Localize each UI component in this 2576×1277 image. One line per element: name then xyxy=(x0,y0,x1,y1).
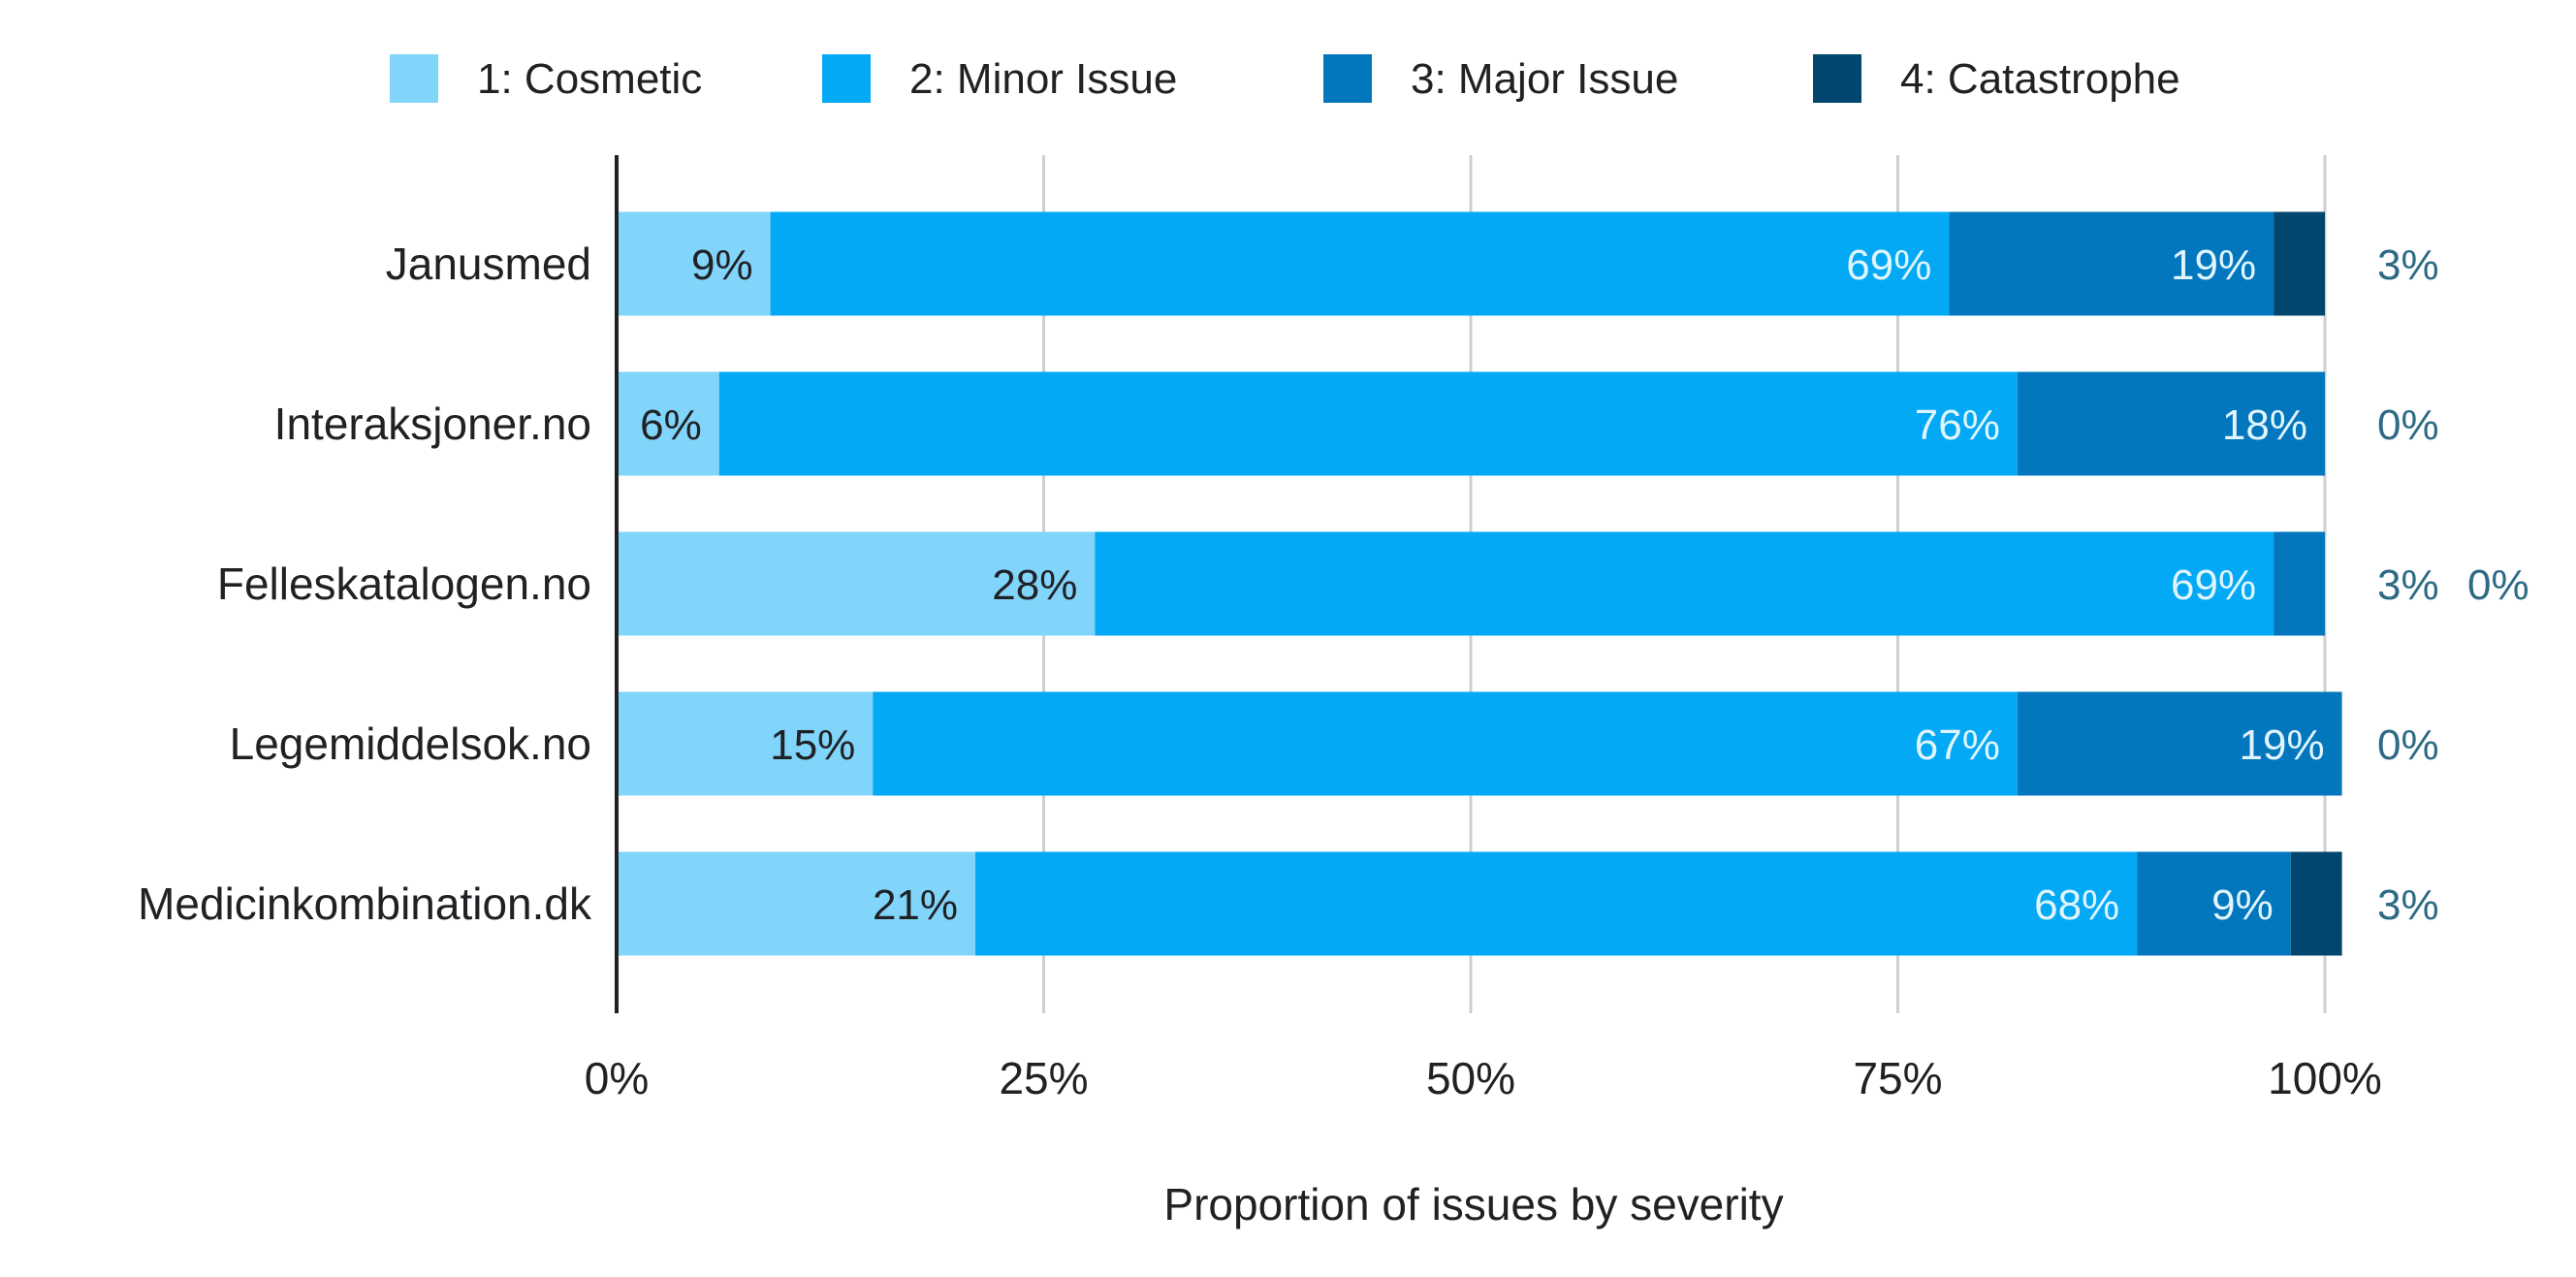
category-label: Interaksjoner.no xyxy=(274,399,591,449)
data-label: 3% xyxy=(2377,881,2439,929)
data-label: 9% xyxy=(691,241,753,289)
data-label: 6% xyxy=(640,401,702,449)
legend-item: 1: Cosmetic xyxy=(390,54,702,103)
data-label: 69% xyxy=(1846,241,1931,289)
bar-row: Legemiddelsok.no 15% 67% 19% 0% xyxy=(230,691,2439,796)
data-label: 28% xyxy=(992,561,1077,609)
x-axis-title: Proportion of issues by severity xyxy=(1163,1179,1783,1229)
bar-segment xyxy=(873,691,2018,796)
data-label: 15% xyxy=(770,721,855,769)
bar-segment xyxy=(1095,531,2274,636)
data-label: 76% xyxy=(1915,401,2000,449)
legend-item: 4: Catastrophe xyxy=(1813,54,2180,103)
data-label: 18% xyxy=(2222,401,2307,449)
x-tick-label: 25% xyxy=(999,1053,1088,1103)
category-label: Felleskatalogen.no xyxy=(217,559,591,609)
bar-row: Interaksjoner.no 6% 76% 18% 0% xyxy=(274,371,2439,476)
bar-segment xyxy=(1949,211,2274,316)
bar-segment xyxy=(617,851,976,956)
bar-segment xyxy=(617,691,874,796)
legend-label: 2: Minor Issue xyxy=(909,55,1177,103)
legend: 1: Cosmetic 2: Minor Issue 3: Major Issue 4… xyxy=(390,54,2180,103)
data-label: 69% xyxy=(2171,561,2256,609)
data-label: 19% xyxy=(2171,241,2256,289)
bar-segment xyxy=(2017,691,2342,796)
legend-item: 2: Minor Issue xyxy=(822,54,1177,103)
category-label: Medicinkombination.dk xyxy=(138,878,592,929)
data-label: 67% xyxy=(1915,721,2000,769)
category-label: Legemiddelsok.no xyxy=(230,718,591,769)
bar-segment xyxy=(975,851,2138,956)
x-tick-label: 75% xyxy=(1853,1053,1942,1103)
bar-row: Janusmed 9% 69% 19% 3% xyxy=(386,211,2439,316)
data-label: 0% xyxy=(2377,401,2439,449)
legend-swatch xyxy=(822,54,871,103)
data-label: 68% xyxy=(2034,881,2119,929)
axis: 0% 25% 50% 75% 100% xyxy=(585,155,2382,1103)
category-label: Janusmed xyxy=(386,239,591,289)
bar-row: Felleskatalogen.no 28% 69% 3% 0% xyxy=(217,531,2529,636)
bar-segment xyxy=(617,211,771,316)
bar-segment xyxy=(718,371,2018,476)
legend-label: 1: Cosmetic xyxy=(477,55,702,103)
bar-segment xyxy=(2137,851,2291,956)
legend-label: 4: Catastrophe xyxy=(1900,55,2180,103)
legend-swatch xyxy=(1813,54,1861,103)
x-tick-label: 50% xyxy=(1426,1053,1515,1103)
legend-swatch xyxy=(1323,54,1372,103)
bar-segment xyxy=(617,371,719,476)
data-label: 9% xyxy=(2211,881,2274,929)
data-label: 0% xyxy=(2467,561,2529,609)
legend-swatch xyxy=(390,54,438,103)
bar-segment xyxy=(2290,851,2342,956)
x-tick-label: 100% xyxy=(2268,1053,2382,1103)
bars: Janusmed 9% 69% 19% 3% Interaksjoner.no 6% 76% 1… xyxy=(138,211,2529,956)
bar-segment xyxy=(617,531,1096,636)
bar-segment xyxy=(2017,371,2325,476)
bar-segment xyxy=(2274,211,2325,316)
data-label: 0% xyxy=(2377,721,2439,769)
bar-segment xyxy=(770,211,1950,316)
legend-item: 3: Major Issue xyxy=(1323,54,1678,103)
legend-label: 3: Major Issue xyxy=(1411,55,1678,103)
data-label: 19% xyxy=(2240,721,2325,769)
x-tick-label: 0% xyxy=(585,1053,649,1103)
data-label: 3% xyxy=(2377,561,2439,609)
data-label: 21% xyxy=(873,881,958,929)
bar-row: Medicinkombination.dk 21% 68% 9% 3% xyxy=(138,851,2439,956)
bar-segment xyxy=(2274,531,2325,636)
data-label: 3% xyxy=(2377,241,2439,289)
